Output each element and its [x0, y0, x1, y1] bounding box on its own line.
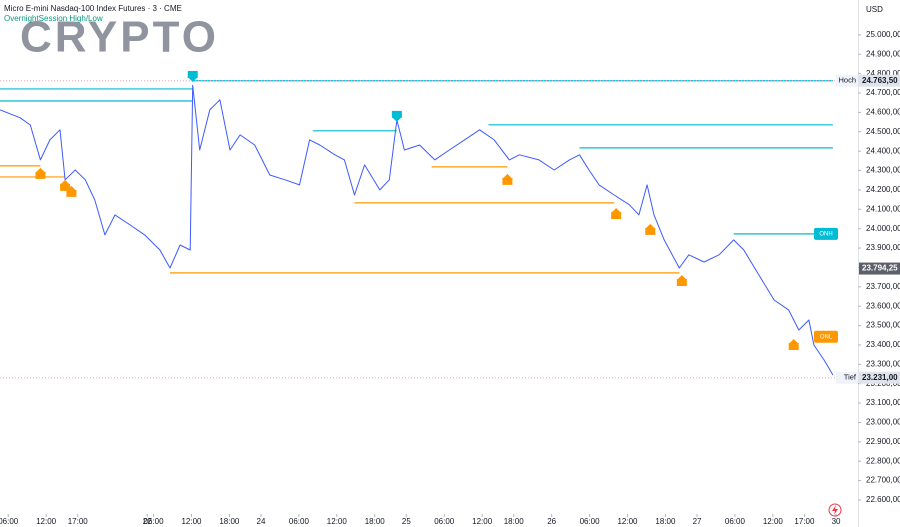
event-marker: [66, 185, 77, 197]
markers: ONH ONL: [35, 70, 838, 350]
price-tag-name: Hoch: [838, 76, 856, 85]
y-tick-label: 23.500,00: [866, 321, 900, 330]
y-tick-label: 24.500,00: [866, 127, 900, 136]
y-tick-label: 22.700,00: [866, 476, 900, 485]
y-tick-label: 24.200,00: [866, 185, 900, 194]
event-marker: [391, 110, 402, 122]
event-marker: [187, 70, 198, 82]
x-tick-label: 06:00: [289, 517, 310, 526]
x-tick-label: 18:00: [504, 517, 525, 526]
event-marker: [676, 274, 687, 286]
x-tick-label: 06:00: [434, 517, 455, 526]
price-tag-box: [859, 371, 900, 384]
x-tick-label: 18:00: [365, 517, 386, 526]
y-tick-label: 24.900,00: [866, 49, 900, 58]
price-tag-name: Tief: [844, 373, 857, 382]
y-tick-label: 23.300,00: [866, 359, 900, 368]
price-tag-box: [859, 262, 900, 275]
y-tick-label: 22.600,00: [866, 495, 900, 504]
chart-title: Micro E-mini Nasdaq-100 Index Futures · …: [4, 4, 182, 13]
watermark: CRYPTO: [20, 13, 219, 62]
y-tick-label: 23.900,00: [866, 243, 900, 252]
y-tick-label: 24.700,00: [866, 88, 900, 97]
y-tick-label: 23.400,00: [866, 340, 900, 349]
x-tick-label: 06:00: [0, 517, 19, 526]
y-tick-label: 24.100,00: [866, 204, 900, 213]
currency: USD: [866, 5, 883, 14]
x-tick-label: 06:00: [580, 517, 601, 526]
price-line: [0, 84, 834, 376]
lightning-icon: [828, 503, 842, 517]
event-marker: [60, 179, 71, 191]
levels: [0, 80, 858, 379]
x-tick-label: 30: [832, 517, 841, 526]
event-marker: [611, 207, 622, 219]
price-tag-name-box: [836, 371, 858, 384]
price-tag-label: 23.231,00: [862, 373, 898, 382]
price-tag-box: [859, 74, 900, 87]
y-tick-label: 24.000,00: [866, 224, 900, 233]
x-tick-label: 17:00: [68, 517, 89, 526]
x-tick-label: 26: [547, 517, 556, 526]
y-tick-label: 23.000,00: [866, 418, 900, 427]
event-marker: [35, 167, 46, 179]
x-tick-label: 12:00: [36, 517, 57, 526]
event-marker: [788, 338, 799, 350]
y-tick-label: 24.400,00: [866, 146, 900, 155]
x-tick-label: 12:00: [617, 517, 638, 526]
level-tag-label: ONH: [819, 231, 832, 237]
x-tick-label: 12:00: [763, 517, 784, 526]
x-tick-label: 06:00: [725, 517, 746, 526]
price-tag-label: 23.794,25: [862, 264, 898, 273]
x-tick-label: 18:00: [219, 517, 240, 526]
y-tick-label: 23.600,00: [866, 301, 900, 310]
axes: 25.000,00 24.900,00 24.800,00 24.700,00 24.6…: [0, 30, 900, 526]
x-tick-label: 12:00: [327, 517, 348, 526]
level-tag: [814, 227, 838, 240]
price-tag-label: 24.763,50: [862, 76, 898, 85]
x-tick-label: 06:00: [144, 517, 165, 526]
x-tick-label: 24: [257, 517, 266, 526]
y-tick-label: 24.600,00: [866, 108, 900, 117]
x-tick-label: 17:00: [794, 517, 815, 526]
y-tick-label: 22.800,00: [866, 456, 900, 465]
x-tick-label: 27: [693, 517, 702, 526]
price-tag-name-box: [836, 74, 858, 87]
level-tag-label: ONL: [820, 334, 833, 340]
series: [0, 84, 834, 376]
x-tick-label: 22: [143, 517, 152, 526]
y-tick-label: 24.800,00: [866, 69, 900, 78]
x-tick-label: 18:00: [655, 517, 676, 526]
level-tag: [814, 330, 838, 343]
y-tick-label: 23.700,00: [866, 282, 900, 291]
y-tick-label: 22.900,00: [866, 437, 900, 446]
event-marker: [502, 173, 513, 185]
x-tick-label: 12:00: [181, 517, 202, 526]
y-tick-label: 23.100,00: [866, 398, 900, 407]
y-tick-label: 24.300,00: [866, 166, 900, 175]
x-tick-label: 25: [402, 517, 411, 526]
event-marker: [645, 223, 656, 235]
y-tick-label: 25.000,00: [866, 30, 900, 39]
chart-subtitle: OvernightSession High/Low: [4, 14, 103, 23]
x-tick-label: 12:00: [472, 517, 493, 526]
